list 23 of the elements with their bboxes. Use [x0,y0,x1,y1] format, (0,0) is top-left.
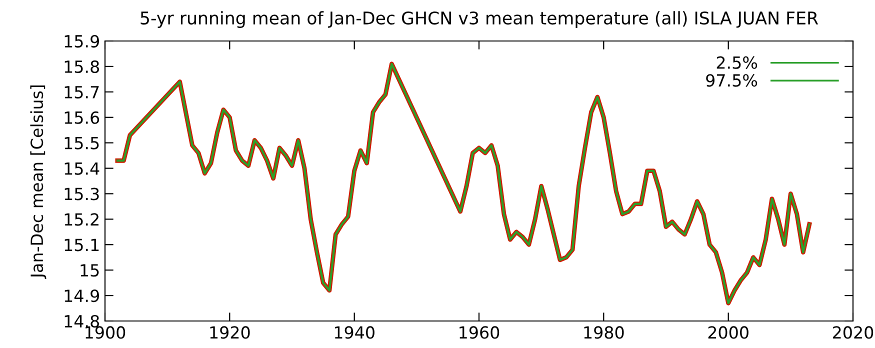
y-tick-label: 15.8 [64,60,99,74]
x-tick-label: 1920 [210,326,250,339]
x-tick-label: 1940 [334,326,374,339]
y-tick-label: 15.9 [64,34,99,48]
y-tick-label: 15.3 [64,188,99,200]
y-tick-label: 15.2 [64,213,98,226]
x-tick-label: 1960 [460,326,500,339]
x-tick-label: 1900 [86,326,126,339]
legend-label: 97.5% [706,74,758,87]
x-tick-label: 2020 [833,326,874,339]
y-tick-label: 15 [80,264,99,277]
y-tick-label: 15.7 [64,86,99,98]
x-tick-label: 2000 [708,326,748,339]
legend-label: 2.5% [716,56,758,69]
y-axis-title: Jan-Dec mean [Celsius] [30,85,46,279]
y-tick-label: 15.1 [64,238,99,252]
y-tick-label: 14.9 [64,290,99,302]
y-tick-label: 15.5 [64,137,99,150]
y-tick-label: 14.8 [64,314,99,328]
y-tick-label: 15.6 [64,111,100,124]
y-tick-label: 15.4 [64,162,100,175]
x-tick-label: 1980 [584,326,624,339]
chart-title: 5-yr running mean of Jan-Dec GHCN v3 mean temperature (all) ISLA JUAN FER [140,11,818,28]
